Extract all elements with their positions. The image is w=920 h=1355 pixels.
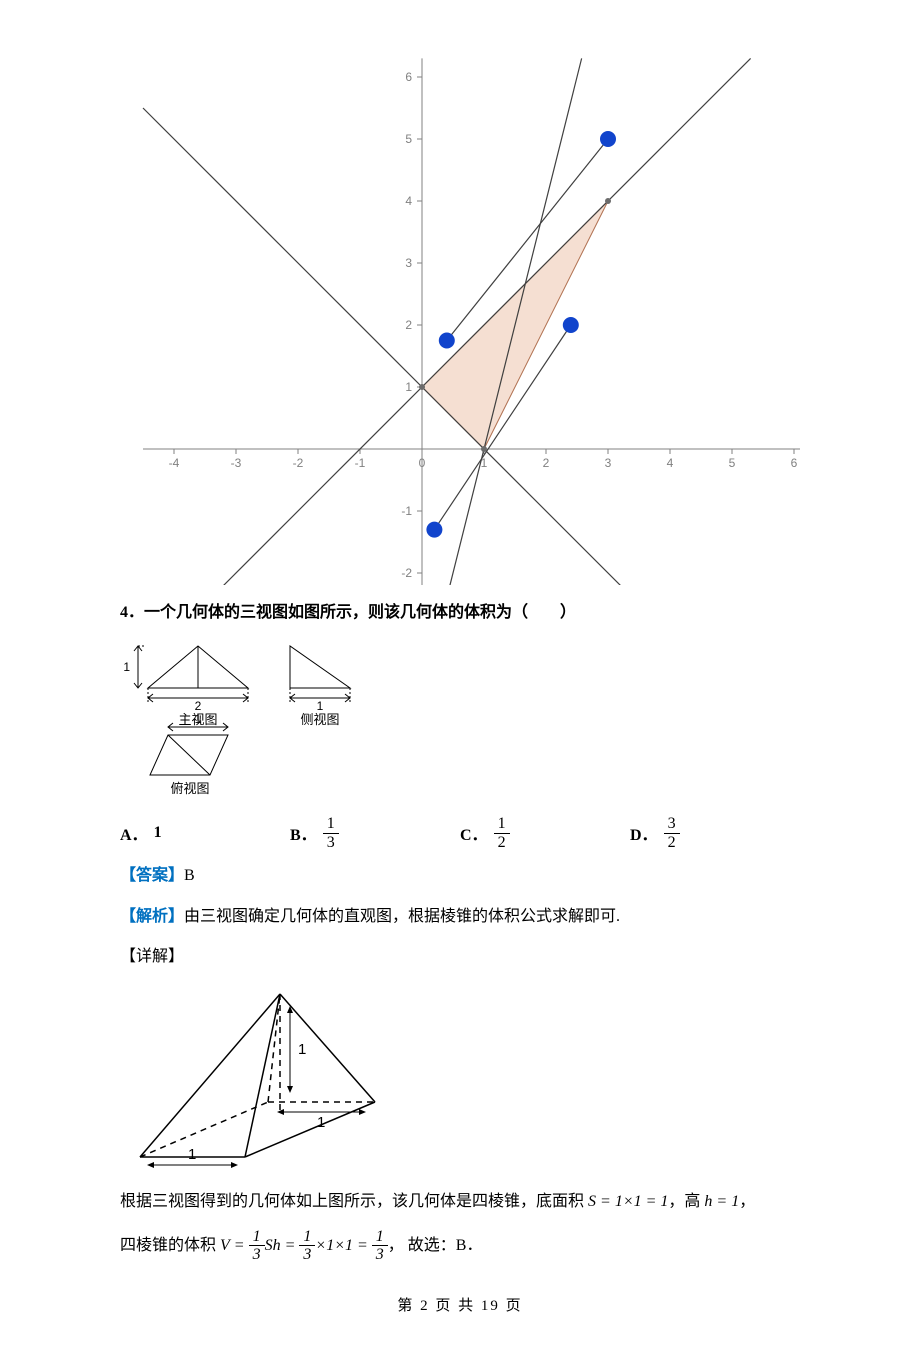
svg-text:-4: -4 — [169, 456, 180, 470]
svg-text:俯视图: 俯视图 — [170, 781, 209, 796]
formula-S: S = 1×1 = 1 — [588, 1187, 668, 1217]
answer-value: B — [184, 867, 195, 884]
formula-V: V = 13Sh = 13×1×1 = 13 — [220, 1228, 388, 1264]
svg-text:0: 0 — [419, 456, 426, 470]
q4-body: 一个几何体的三视图如图所示，则该几何体的体积为（ ） — [144, 604, 576, 621]
formula-h: h = 1 — [704, 1187, 739, 1217]
detail-text-1: 根据三视图得到的几何体如上图所示，该几何体是四棱锥，底面积 S = 1×1 = … — [120, 1187, 800, 1217]
analysis-text: 由三视图确定几何体的直观图，根据棱锥的体积公式求解即可. — [184, 908, 620, 925]
svg-text:-1: -1 — [401, 504, 412, 518]
svg-text:4: 4 — [405, 194, 412, 208]
three-view-figure: 2 1 主视图 1 侧视图 1 俯视图 — [120, 630, 800, 805]
svg-text:6: 6 — [405, 70, 412, 84]
svg-text:侧视图: 侧视图 — [300, 712, 339, 727]
svg-text:1: 1 — [405, 380, 412, 394]
svg-text:3: 3 — [405, 256, 412, 270]
choice-C: C． 12 — [460, 815, 630, 851]
choice-B: B． 13 — [290, 815, 460, 851]
svg-text:2: 2 — [543, 456, 550, 470]
analysis-line: 【解析】由三视图确定几何体的直观图，根据棱锥的体积公式求解即可. — [120, 902, 800, 932]
svg-text:1: 1 — [298, 1041, 306, 1058]
svg-text:-3: -3 — [231, 456, 242, 470]
detail-label: 【详解】 — [120, 942, 800, 972]
svg-text:1: 1 — [188, 1146, 196, 1163]
answer-line: 【答案】B — [120, 861, 800, 891]
svg-text:-2: -2 — [401, 566, 412, 580]
svg-text:5: 5 — [729, 456, 736, 470]
q4-number: 4． — [120, 604, 144, 621]
svg-text:5: 5 — [405, 132, 412, 146]
svg-text:1: 1 — [317, 1114, 325, 1131]
svg-text:1: 1 — [195, 712, 202, 726]
svg-text:1: 1 — [123, 660, 130, 674]
analysis-label: 【解析】 — [120, 908, 184, 925]
svg-text:3: 3 — [605, 456, 612, 470]
detail-text-2: 四棱锥的体积 V = 13Sh = 13×1×1 = 13 ， 故选：B． — [120, 1228, 800, 1264]
answer-label: 【答案】 — [120, 867, 184, 884]
choice-A: A． 1 — [120, 815, 290, 851]
svg-text:1: 1 — [317, 699, 324, 713]
svg-text:4: 4 — [667, 456, 674, 470]
choice-D: D． 32 — [630, 815, 800, 851]
answer-choices: A． 1 B． 13 C． 12 D． 32 — [120, 815, 800, 851]
svg-text:2: 2 — [405, 318, 412, 332]
pyramid-figure: 1 1 1 — [120, 982, 800, 1177]
coord-svg: -4-3-2-10123456-2-1123456 — [120, 30, 800, 585]
coordinate-chart: -4-3-2-10123456-2-1123456 — [120, 30, 800, 590]
svg-text:2: 2 — [195, 699, 202, 713]
svg-text:6: 6 — [791, 456, 798, 470]
page-footer: 第 2 页 共 19 页 — [120, 1294, 800, 1315]
svg-text:-1: -1 — [355, 456, 366, 470]
svg-text:-2: -2 — [293, 456, 304, 470]
question-4-text: 4．一个几何体的三视图如图所示，则该几何体的体积为（ ） — [120, 598, 800, 622]
